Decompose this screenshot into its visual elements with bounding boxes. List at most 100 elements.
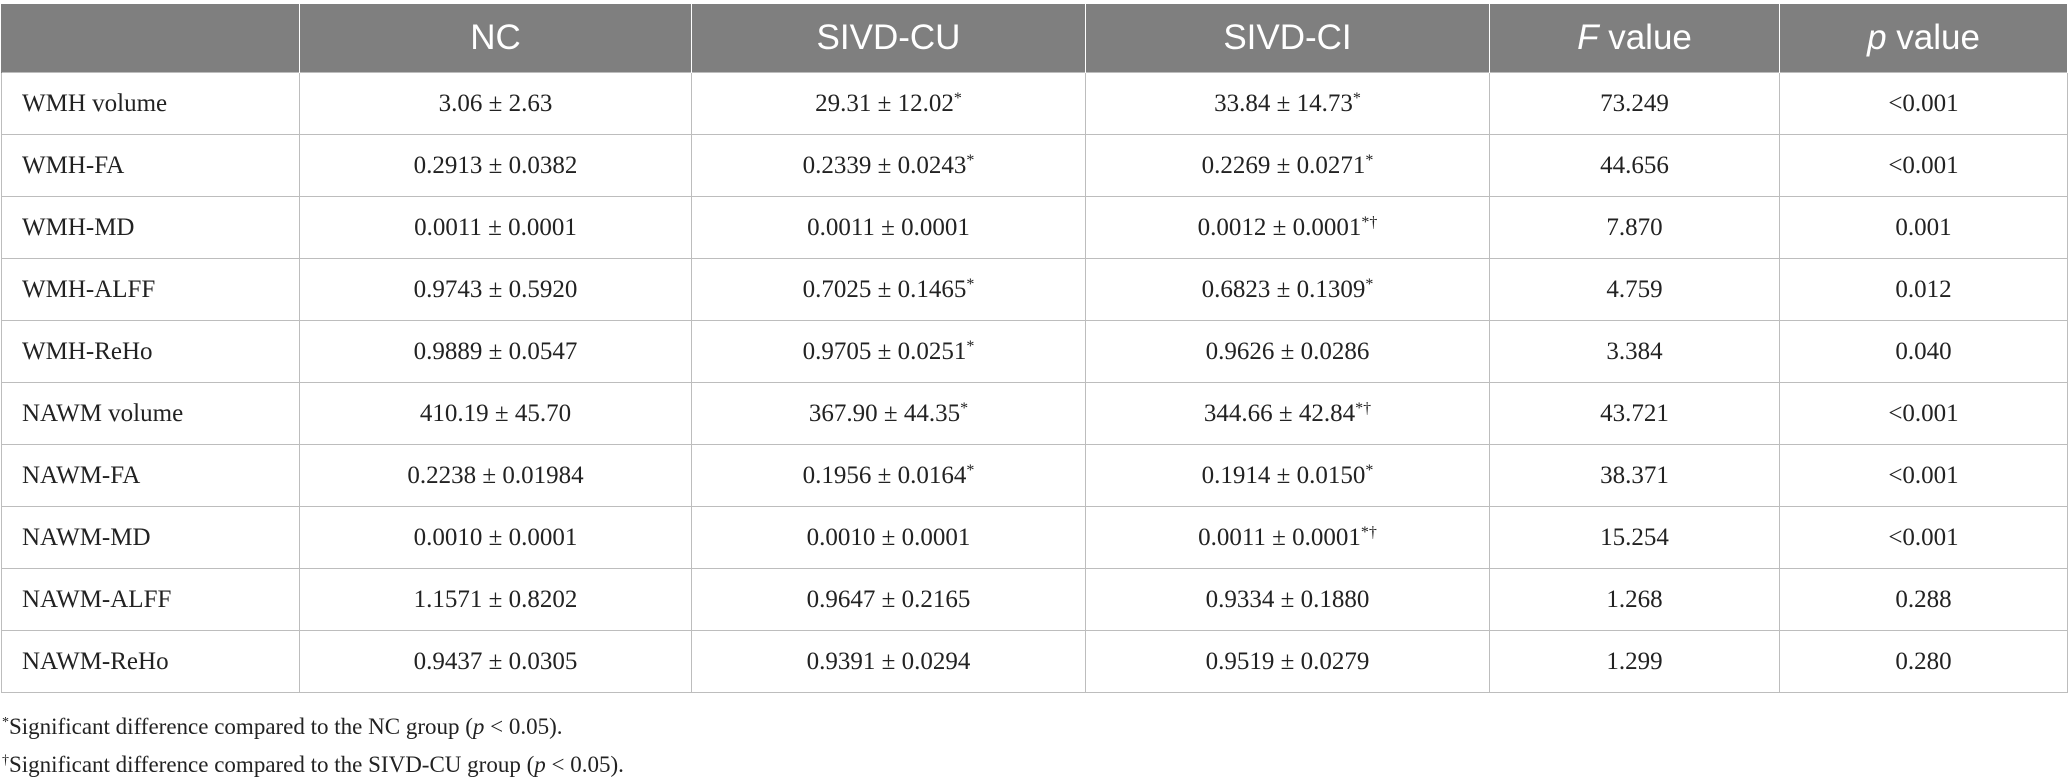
cell-value: 0.012 [1895,275,1952,303]
footnote-italic: p [472,714,485,739]
cell-value: 3.06 ± 2.63 [438,89,553,117]
cell-value: 44.656 [1600,151,1669,179]
cell-value: 0.2339 ± 0.0243 [802,151,967,179]
table-cell: 0.6823 ± 0.1309* [1085,258,1490,321]
row-label: NAWM-FA [1,444,300,507]
cell-value: 367.90 ± 44.35 [808,399,961,427]
row-label: NAWM-MD [1,506,300,569]
table-cell: 7.870 [1489,196,1780,259]
table-cell: 0.7025 ± 0.1465* [691,258,1086,321]
significance-mark: * [966,337,975,355]
table-cell: <0.001 [1779,506,2068,569]
header-text: SIVD-CI [1223,18,1352,57]
table-cell: 0.1914 ± 0.0150* [1085,444,1490,507]
table-row: NAWM volume 410.19 ± 45.70 367.90 ± 44.35*… [1,382,2068,445]
table-cell: 0.0012 ± 0.0001*† [1085,196,1490,259]
header-cell-blank [1,4,300,73]
cell-value: 1.268 [1606,585,1663,613]
cell-value: 43.721 [1600,399,1669,427]
table-cell: 0.9889 ± 0.0547 [299,320,692,383]
cell-value: 0.9437 ± 0.0305 [413,647,578,675]
header-cell: NC [299,4,692,73]
cell-value: 0.0012 ± 0.0001 [1197,213,1362,241]
cell-value: 0.2238 ± 0.01984 [407,461,584,489]
table-cell: 3.06 ± 2.63 [299,72,692,135]
table-cell: 38.371 [1489,444,1780,507]
significance-mark: * [1365,275,1374,293]
footnote-mark: † [2,753,9,768]
table-cell: 0.280 [1779,630,2068,693]
table-cell: 0.012 [1779,258,2068,321]
cell-value: 0.9519 ± 0.0279 [1205,647,1370,675]
cell-value: 0.9889 ± 0.0547 [413,337,578,365]
table-cell: 0.2238 ± 0.01984 [299,444,692,507]
table-row: WMH volume 3.06 ± 2.63 29.31 ± 12.02* 33.84… [1,72,2068,135]
table-cell: 410.19 ± 45.70 [299,382,692,445]
table-cell: 0.9626 ± 0.0286 [1085,320,1490,383]
table-cell: 0.9437 ± 0.0305 [299,630,692,693]
cell-value: 0.0010 ± 0.0001 [413,523,578,551]
significance-mark: * [1365,461,1374,479]
cell-value: <0.001 [1888,151,1959,179]
cell-value: 0.1956 ± 0.0164 [802,461,967,489]
cell-value: 0.288 [1895,585,1952,613]
table-row: NAWM-MD 0.0010 ± 0.0001 0.0010 ± 0.0001 0.0… [1,506,2068,569]
cell-value: 33.84 ± 14.73 [1214,89,1353,117]
table-cell: <0.001 [1779,134,2068,197]
table-cell: 0.9334 ± 0.1880 [1085,568,1490,631]
table-cell: 15.254 [1489,506,1780,569]
significance-mark: * [953,89,962,107]
table-row: WMH-ALFF 0.9743 ± 0.5920 0.7025 ± 0.1465* 0… [1,258,2068,321]
table-cell: 1.299 [1489,630,1780,693]
significance-mark: * [1352,89,1361,107]
table-cell: <0.001 [1779,382,2068,445]
table-cell: 1.1571 ± 0.8202 [299,568,692,631]
table-cell: 0.9743 ± 0.5920 [299,258,692,321]
cell-value: 4.759 [1606,275,1663,303]
table-cell: 1.268 [1489,568,1780,631]
footnote: †Significant difference compared to the … [2,744,624,782]
row-label: WMH-ALFF [1,258,300,321]
table-row: NAWM-ReHo 0.9437 ± 0.0305 0.9391 ± 0.0294 0… [1,630,2068,693]
cell-value: 29.31 ± 12.02 [815,89,954,117]
significance-mark: * [1365,151,1374,169]
cell-value: 0.280 [1895,647,1952,675]
cell-value: 38.371 [1600,461,1669,489]
significance-mark: * [960,399,969,417]
table-cell: 29.31 ± 12.02* [691,72,1086,135]
cell-value: 0.1914 ± 0.0150 [1201,461,1366,489]
table-row: WMH-ReHo 0.9889 ± 0.0547 0.9705 ± 0.0251* 0… [1,320,2068,383]
cell-value: 0.2913 ± 0.0382 [413,151,578,179]
table-row: WMH-MD 0.0011 ± 0.0001 0.0011 ± 0.0001 0.00… [1,196,2068,259]
row-label: WMH-ReHo [1,320,300,383]
row-label: NAWM-ReHo [1,630,300,693]
table-cell: 44.656 [1489,134,1780,197]
header-cell: SIVD-CU [691,4,1086,73]
header-cell: p value [1779,4,2068,73]
table-row: NAWM-FA 0.2238 ± 0.01984 0.1956 ± 0.0164 * 0… [1,444,2068,507]
table-cell: 0.0011 ± 0.0001 [299,196,692,259]
header-italic-text: F [1577,18,1599,57]
table-cell: 0.2339 ± 0.0243* [691,134,1086,197]
table-cell: 43.721 [1489,382,1780,445]
table-cell: 0.288 [1779,568,2068,631]
cell-value: 0.0010 ± 0.0001 [806,523,971,551]
footnote-text-suffix: < 0.05). [545,752,624,777]
cell-value: 0.001 [1895,213,1952,241]
significance-mark: *† [1360,523,1377,541]
table-cell: 0.040 [1779,320,2068,383]
cell-value: 1.299 [1606,647,1663,675]
cell-value: 0.040 [1895,337,1952,365]
footnote-mark: * [2,715,9,730]
cell-value: 1.1571 ± 0.8202 [413,585,578,613]
table-row: WMH-FA 0.2913 ± 0.0382 0.2339 ± 0.0243* 0.2… [1,134,2068,197]
table-cell: <0.001 [1779,72,2068,135]
cell-value: 410.19 ± 45.70 [419,399,572,427]
cell-value: 73.249 [1600,89,1669,117]
table-cell: 0.9519 ± 0.0279 [1085,630,1490,693]
table-cell: 344.66 ± 42.84*† [1085,382,1490,445]
row-label: WMH volume [1,72,300,135]
footnote-italic: p [534,752,546,777]
table-cell: 3.384 [1489,320,1780,383]
significance-mark: * [966,151,975,169]
